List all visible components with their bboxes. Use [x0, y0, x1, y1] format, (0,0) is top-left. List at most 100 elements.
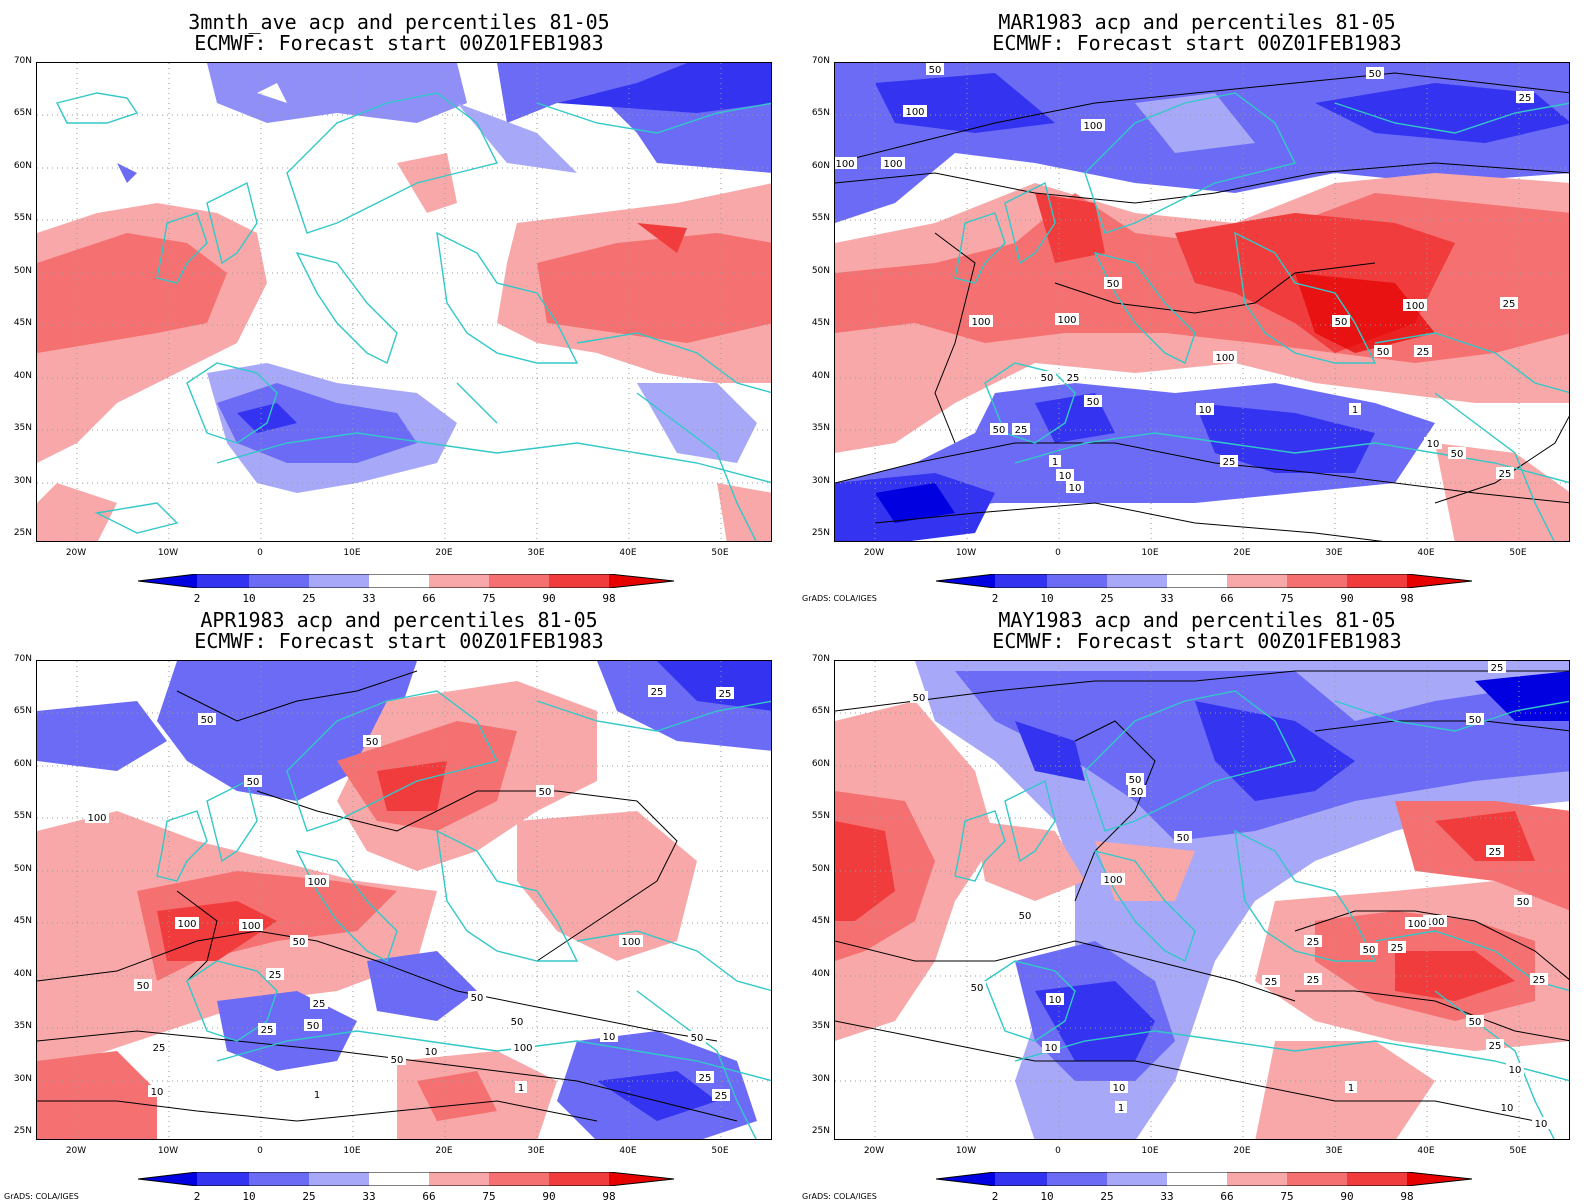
svg-text:100: 100 [1103, 875, 1122, 886]
svg-text:1: 1 [314, 1090, 320, 1101]
colorbar-label: 10 [242, 592, 256, 605]
contour-label: 50 [1084, 395, 1102, 408]
lat-label: 35N [811, 423, 830, 433]
svg-text:50: 50 [1363, 945, 1376, 956]
lat-label: 70N [13, 654, 32, 664]
svg-text:50: 50 [929, 65, 942, 76]
svg-text:25: 25 [1489, 847, 1502, 858]
lat-label: 30N [811, 476, 830, 486]
svg-text:25: 25 [1067, 373, 1080, 384]
svg-text:10: 10 [1535, 1119, 1548, 1130]
colorbar-label: 33 [1160, 1190, 1174, 1203]
svg-text:50: 50 [1177, 833, 1190, 844]
contour-label: 50 [926, 63, 944, 76]
contour-label: 1 [1049, 455, 1061, 468]
svg-text:50: 50 [1335, 317, 1348, 328]
panel-title: MAY1983 acp and percentiles 81-05 [998, 608, 1396, 632]
svg-text:50: 50 [539, 787, 552, 798]
svg-text:50: 50 [307, 1021, 320, 1032]
lon-label: 20E [1233, 548, 1251, 558]
contour-label: 25 [648, 685, 666, 698]
svg-text:100: 100 [177, 919, 196, 930]
lat-label: 30N [13, 1074, 32, 1084]
contour-label: 50 [1360, 943, 1378, 956]
contour-label: 100 [175, 917, 199, 930]
svg-text:50: 50 [1087, 397, 1100, 408]
svg-text:50: 50 [1451, 449, 1464, 460]
svg-text:1: 1 [1118, 1103, 1124, 1114]
lat-label: 60N [13, 759, 32, 769]
lat-label: 50N [811, 864, 830, 874]
contour-label: 50 [508, 1015, 526, 1028]
contour-label: 50 [1174, 831, 1192, 844]
colorbar-label: 25 [1100, 592, 1114, 605]
lat-label: 65N [13, 706, 32, 716]
contour-label: 50 [1466, 1015, 1484, 1028]
contour-label: 10 [148, 1085, 166, 1098]
svg-text:100: 100 [835, 159, 854, 170]
svg-text:25: 25 [153, 1043, 166, 1054]
lon-label: 10W [157, 548, 179, 558]
lon-label: 50E [1509, 1146, 1527, 1156]
contour-label: 50 [688, 1031, 706, 1044]
contour-label: 10 [1042, 1041, 1060, 1054]
lat-label: 70N [811, 56, 830, 66]
contour-label: 50 [290, 935, 308, 948]
map-area: 50 25 50 50 50 50 100 50 100 50 25 25 50 25 100 25 50 25 2… [834, 660, 1570, 1140]
lon-label: 40E [619, 1146, 637, 1156]
colorbar-label: 66 [422, 592, 436, 605]
colorbar-label: 33 [1160, 592, 1174, 605]
colorbar-label: 75 [482, 592, 496, 605]
contour-label: 50 [1038, 371, 1056, 384]
svg-text:50: 50 [1129, 775, 1142, 786]
svg-text:25: 25 [1307, 937, 1320, 948]
svg-text:100: 100 [883, 159, 902, 170]
map-svg: 50 50 25 100 100 100 100 50 100 100 100 50 50 100 25 25… [835, 63, 1569, 541]
contour-label: 100 [619, 935, 643, 948]
svg-text:50: 50 [1517, 897, 1530, 908]
map-area: 50 50 25 100 100 100 100 50 100 100 100 50 50 100 25 25… [834, 62, 1570, 542]
colorbar-label: 10 [242, 1190, 256, 1203]
lat-label: 35N [13, 423, 32, 433]
svg-text:10: 10 [1509, 1065, 1522, 1076]
contour-label: 50 [1016, 909, 1034, 922]
grads-credit: GrADS: COLA/IGES [4, 1192, 79, 1201]
contour-label: 100 [1081, 119, 1105, 132]
lon-label: 0 [1055, 548, 1061, 558]
svg-text:25: 25 [1417, 347, 1430, 358]
svg-text:25: 25 [1391, 943, 1404, 954]
svg-text:50: 50 [247, 777, 260, 788]
svg-text:50: 50 [1469, 715, 1482, 726]
lat-label: 50N [13, 864, 32, 874]
lat-label: 55N [811, 213, 830, 223]
colorbar-label: 2 [193, 592, 201, 605]
svg-text:10: 10 [151, 1087, 164, 1098]
svg-text:50: 50 [201, 715, 214, 726]
lat-label: 60N [811, 759, 830, 769]
contour-label: 25 [258, 1023, 276, 1036]
svg-text:25: 25 [1519, 93, 1532, 104]
svg-text:25: 25 [1015, 425, 1028, 436]
map-svg [37, 63, 771, 541]
lat-label: 70N [13, 56, 32, 66]
colorbar-label: 66 [1220, 1190, 1234, 1203]
lat-label: 25N [811, 1126, 830, 1136]
contour-label: 50 [1448, 447, 1466, 460]
svg-text:10: 10 [1427, 439, 1440, 450]
panel-subtitle: ECMWF: Forecast start 00Z01FEB1983 [992, 31, 1402, 55]
contour-label: 25 [1516, 91, 1534, 104]
lat-label: 40N [811, 371, 830, 381]
contour-label: 25 [1530, 973, 1548, 986]
lon-label: 10W [955, 1146, 977, 1156]
contour-label: 25 [1262, 975, 1280, 988]
svg-text:1: 1 [1052, 457, 1058, 468]
svg-text:25: 25 [313, 999, 326, 1010]
lon-label: 20W [863, 548, 885, 558]
lat-label: 40N [13, 371, 32, 381]
contour-label: 1 [1115, 1101, 1127, 1114]
lon-label: 30E [1325, 1146, 1343, 1156]
panel-title: APR1983 acp and percentiles 81-05 [200, 608, 598, 632]
colorbar-label: 90 [542, 592, 556, 605]
colorbar-label: 75 [1280, 592, 1294, 605]
lat-label: 40N [811, 969, 830, 979]
